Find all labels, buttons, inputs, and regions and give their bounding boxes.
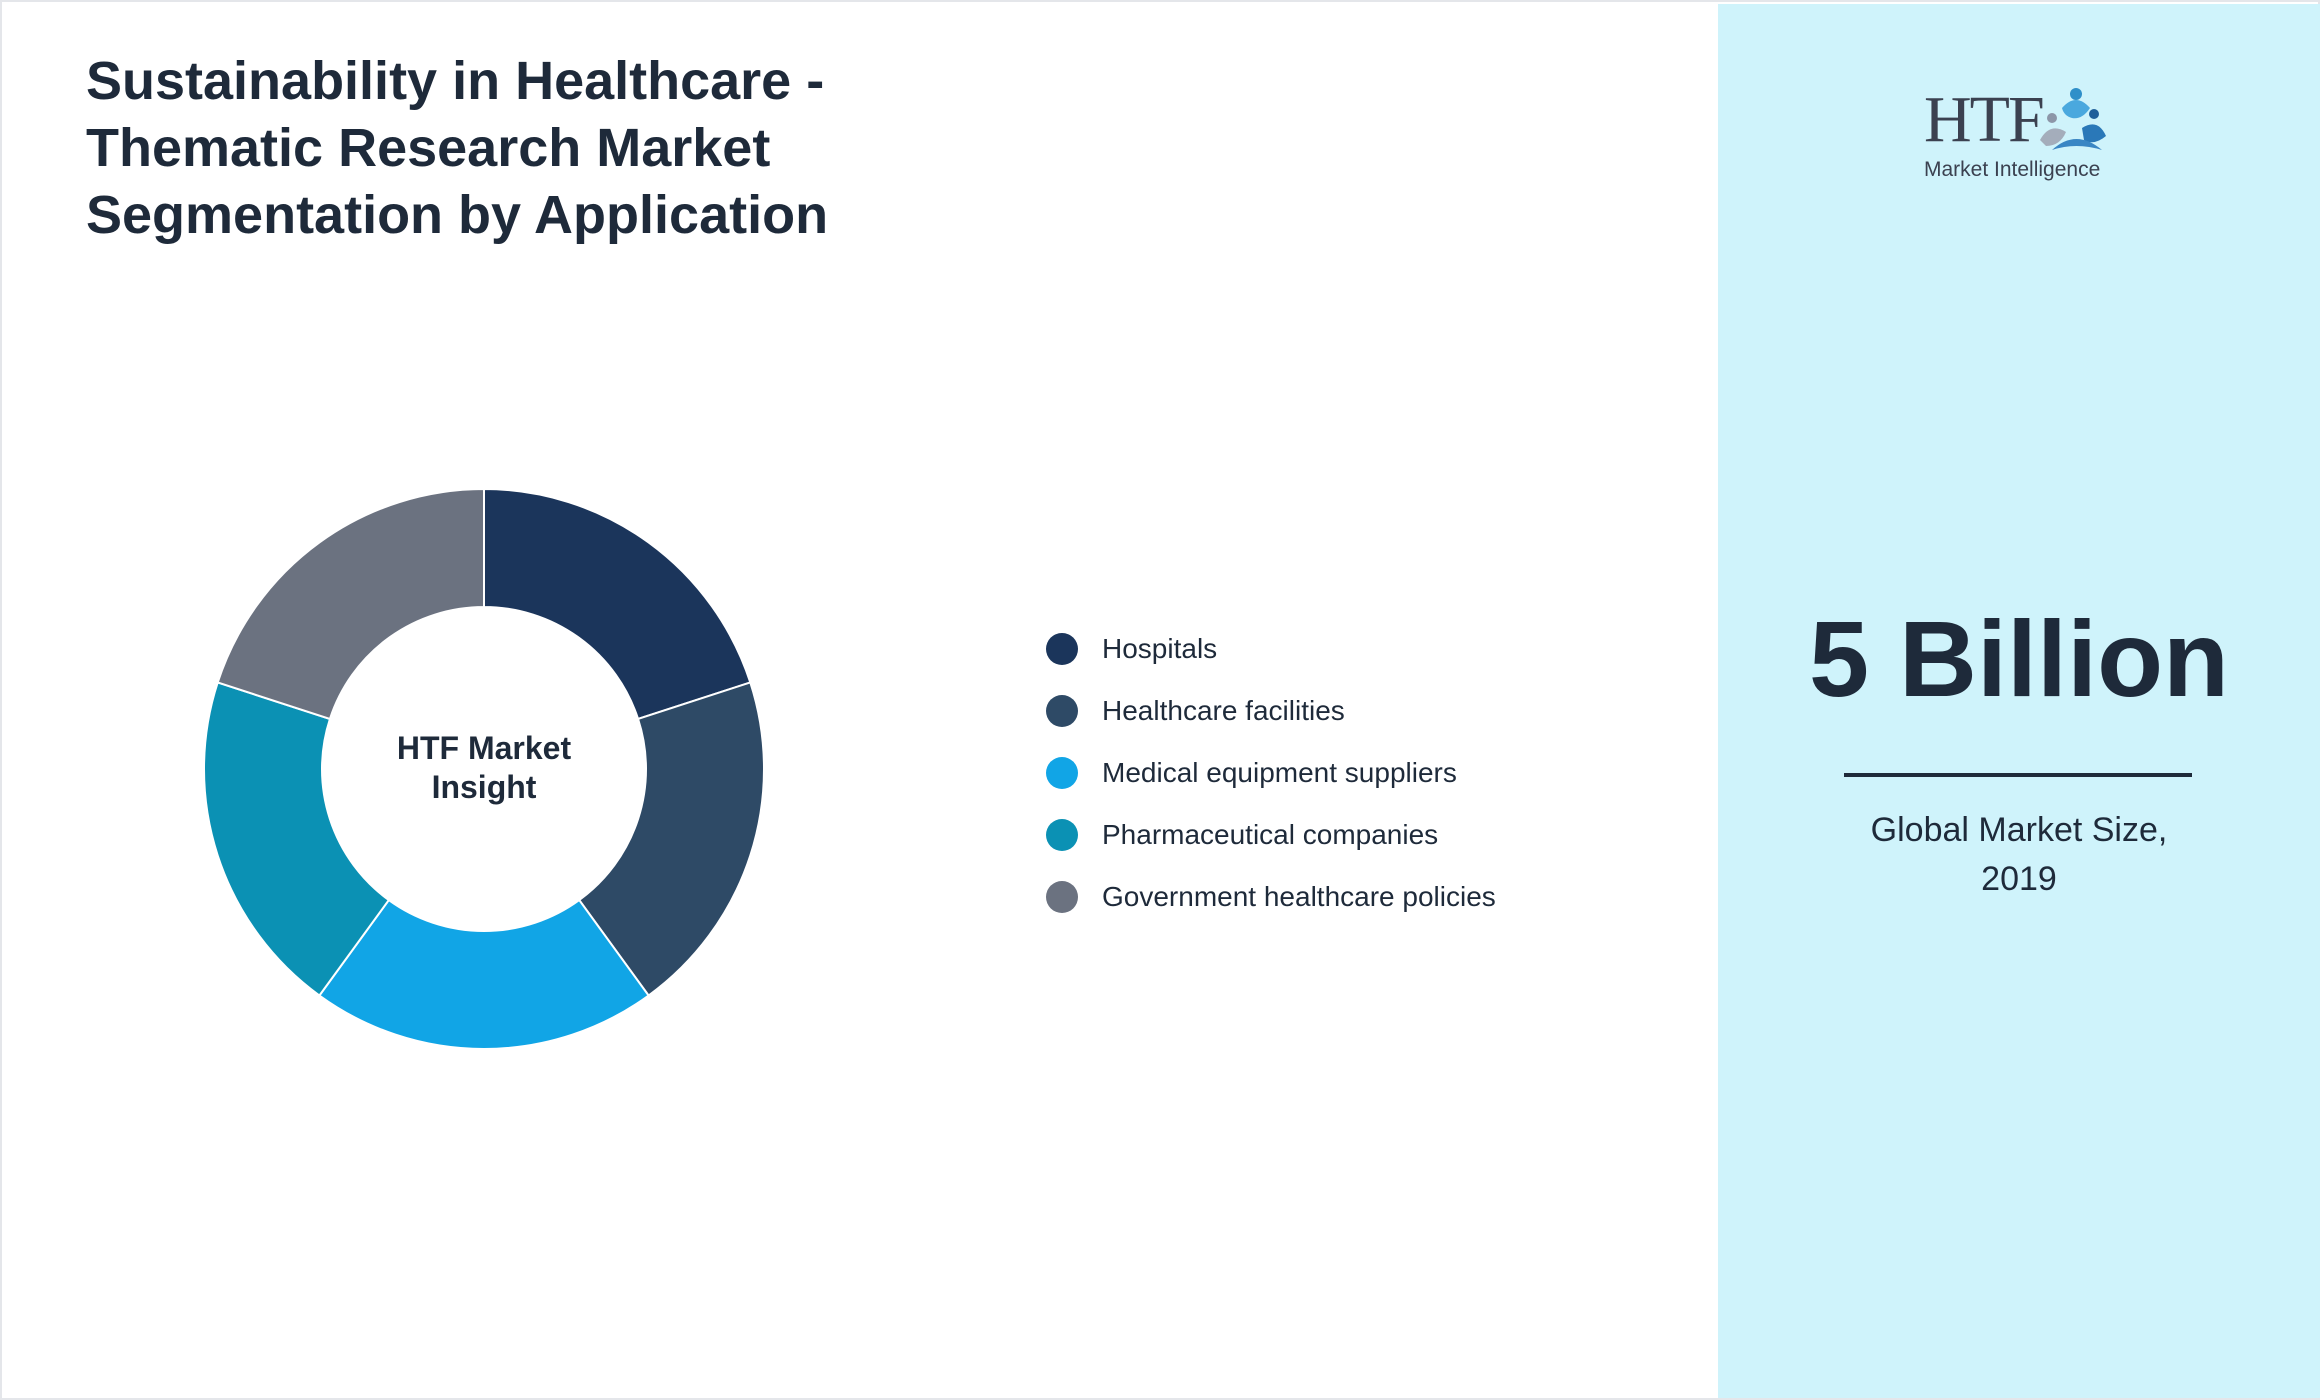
logo-subtitle: Market Intelligence	[1924, 158, 2101, 181]
legend-item: Healthcare facilities	[1046, 680, 1496, 742]
side-panel: HTF Market Intelligence 5 Billion Global…	[1718, 4, 2320, 1398]
page-title: Sustainability in Healthcare - Thematic …	[86, 48, 986, 249]
donut-slice-government-healthcare-policies	[216, 487, 485, 721]
htf-logo: HTF Market Intelligence	[1924, 80, 2124, 190]
legend-swatch	[1046, 757, 1078, 789]
legend-label: Hospitals	[1102, 633, 1218, 664]
title-line-3: Segmentation by Application	[86, 185, 829, 245]
donut-center-label-line-2: Insight	[432, 769, 537, 805]
chart-legend: Hospitals Healthcare facilities Medical eq…	[1046, 618, 1496, 928]
legend-swatch	[1046, 881, 1078, 913]
legend-label: Healthcare facilities	[1102, 695, 1345, 726]
title-line-2: Thematic Research Market	[86, 118, 771, 178]
legend-swatch	[1046, 819, 1078, 851]
donut-slices	[203, 487, 765, 1051]
donut-center-label-line-1: HTF Market	[397, 730, 572, 766]
legend-item: Hospitals	[1046, 618, 1496, 680]
donut-slice-pharmaceutical-companies	[203, 681, 391, 997]
legend-item: Government healthcare policies	[1046, 866, 1496, 928]
market-size-value: 5 Billion	[1808, 598, 2230, 719]
donut-slice-healthcare-facilities	[577, 681, 765, 997]
market-size-caption: Global Market Size, 2019	[1718, 806, 2320, 904]
donut-slice-medical-equipment-suppliers	[318, 898, 650, 1051]
main-panel: Sustainability in Healthcare - Thematic …	[4, 4, 1718, 1398]
legend-swatch	[1046, 695, 1078, 727]
legend-label: Medical equipment suppliers	[1102, 757, 1457, 788]
donut-chart: HTF Market Insight	[203, 487, 765, 1051]
legend-item: Medical equipment suppliers	[1046, 742, 1496, 804]
caption-line-1: Global Market Size,	[1870, 811, 2168, 849]
legend-label: Pharmaceutical companies	[1102, 819, 1439, 850]
caption-line-2: 2019	[1981, 860, 2057, 898]
value-divider	[1844, 773, 2192, 777]
logo-wordmark: HTF	[1924, 83, 2045, 156]
title-line-1: Sustainability in Healthcare -	[86, 51, 825, 111]
legend-label: Government healthcare policies	[1102, 881, 1496, 912]
donut-slice-hospitals	[483, 487, 752, 721]
legend-item: Pharmaceutical companies	[1046, 804, 1496, 866]
legend-swatch	[1046, 633, 1078, 665]
logo-figures-icon	[2040, 88, 2106, 150]
